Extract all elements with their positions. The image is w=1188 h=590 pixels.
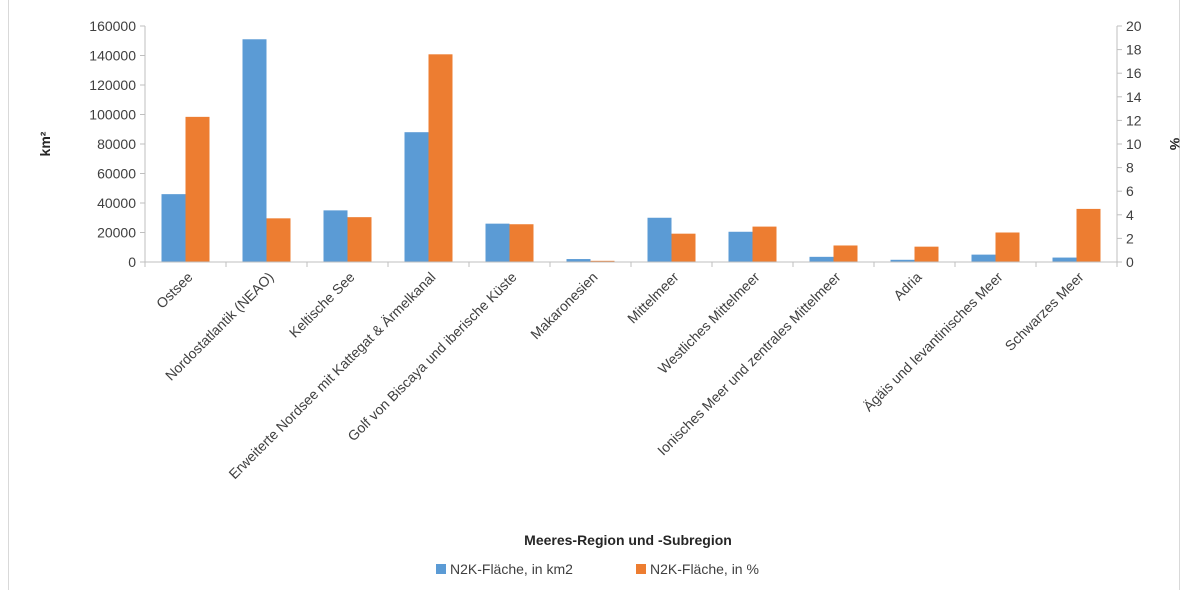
- bar-percent: [752, 226, 777, 262]
- y-tick-label-right: 6: [1126, 183, 1134, 199]
- bar-km2: [566, 259, 591, 262]
- bar-percent: [509, 224, 534, 262]
- y-tick-label-right: 0: [1126, 254, 1134, 270]
- y-tick-label-left: 160000: [89, 18, 136, 34]
- y-tick-label-right: 4: [1126, 207, 1134, 223]
- x-category-label: Golf von Biscaya und iberische Küste: [344, 269, 519, 444]
- bar-km2: [890, 259, 915, 262]
- x-category-label: Makaronesien: [527, 269, 600, 342]
- bar-km2: [1052, 257, 1077, 262]
- y-tick-label-right: 12: [1126, 112, 1142, 128]
- bar-km2: [161, 194, 186, 262]
- y-tick-label-right: 2: [1126, 230, 1134, 246]
- y-tick-label-right: 8: [1126, 160, 1134, 176]
- y-axis-title-left: km²: [37, 131, 53, 156]
- bar-km2: [647, 217, 672, 262]
- y-tick-label-left: 140000: [89, 48, 136, 64]
- bar-percent: [833, 245, 858, 262]
- bar-km2: [485, 223, 510, 262]
- y-tick-label-left: 60000: [97, 166, 136, 182]
- bar-percent: [590, 260, 615, 262]
- y-tick-label-left: 100000: [89, 107, 136, 123]
- y-tick-label-right: 14: [1126, 89, 1142, 105]
- legend: N2K-Fläche, in km2 N2K-Fläche, in %: [436, 561, 759, 577]
- y-tick-label-right: 18: [1126, 42, 1142, 58]
- x-category-label: Ostsee: [153, 269, 196, 312]
- y-tick-label-left: 20000: [97, 225, 136, 241]
- bar-percent: [671, 233, 696, 262]
- x-category-label: Adria: [890, 269, 925, 304]
- legend-swatch: [636, 564, 646, 574]
- bar-percent: [428, 54, 453, 262]
- bar-percent: [266, 218, 291, 262]
- x-category-label: Ionisches Meer und zentrales Mittelmeer: [654, 269, 844, 459]
- bar-percent: [914, 246, 939, 262]
- x-category-label: Keltische See: [286, 269, 358, 341]
- y-tick-label-left: 0: [128, 254, 136, 270]
- legend-label: N2K-Fläche, in km2: [450, 561, 573, 577]
- y-tick-label-right: 16: [1126, 65, 1142, 81]
- y-tick-label-left: 80000: [97, 136, 136, 152]
- y-axis-title-right: %: [1167, 138, 1183, 151]
- bar-km2: [809, 256, 834, 262]
- legend-swatch: [436, 564, 446, 574]
- bar-percent: [185, 116, 210, 262]
- bar-km2: [404, 132, 429, 262]
- legend-label: N2K-Fläche, in %: [650, 561, 759, 577]
- y-tick-label-right: 20: [1126, 18, 1142, 34]
- x-axis-title: Meeres-Region und -Subregion: [524, 532, 732, 548]
- bar-percent: [995, 232, 1020, 262]
- bar-km2: [323, 210, 348, 262]
- bar-km2: [728, 231, 753, 262]
- bar-km2: [242, 39, 267, 263]
- x-category-label: Mittelmeer: [624, 269, 682, 327]
- bar-percent: [1076, 208, 1101, 262]
- y-tick-label-right: 10: [1126, 136, 1142, 152]
- x-category-label: Schwarzes Meer: [1002, 269, 1087, 354]
- y-tick-label-left: 40000: [97, 195, 136, 211]
- bars-group: [161, 39, 1101, 263]
- bar-km2: [971, 254, 996, 262]
- y-tick-label-left: 120000: [89, 77, 136, 93]
- chart-frame: [8, 0, 1180, 590]
- x-category-label: Ägäis und levantinisches Meer: [860, 269, 1006, 415]
- bar-percent: [347, 217, 372, 262]
